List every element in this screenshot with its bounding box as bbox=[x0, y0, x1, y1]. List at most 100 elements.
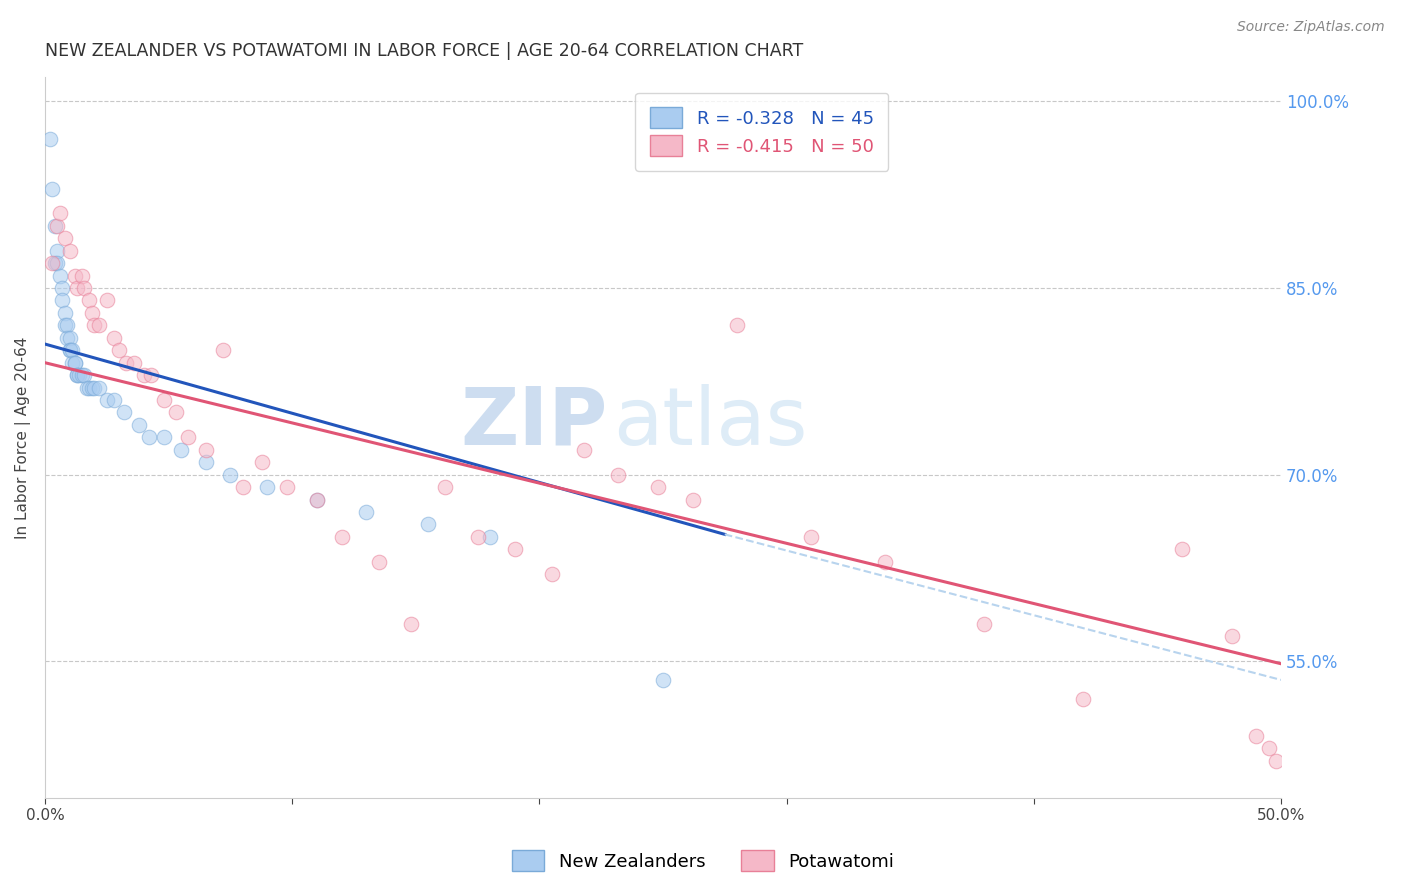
Point bbox=[66, 368, 89, 383]
Point bbox=[66, 281, 89, 295]
Point bbox=[1071, 691, 1094, 706]
Text: ZIP: ZIP bbox=[460, 384, 607, 462]
Point bbox=[60, 356, 83, 370]
Point bbox=[53, 306, 76, 320]
Point bbox=[128, 417, 150, 432]
Point bbox=[63, 356, 86, 370]
Point bbox=[83, 318, 105, 333]
Point bbox=[103, 331, 125, 345]
Legend: New Zealanders, Potawatomi: New Zealanders, Potawatomi bbox=[505, 843, 901, 879]
Point bbox=[59, 343, 82, 358]
Point bbox=[80, 306, 103, 320]
Point bbox=[51, 293, 73, 308]
Point bbox=[132, 368, 155, 383]
Point bbox=[59, 244, 82, 258]
Text: Source: ZipAtlas.com: Source: ZipAtlas.com bbox=[1237, 20, 1385, 34]
Point bbox=[73, 368, 96, 383]
Point bbox=[232, 480, 254, 494]
Point bbox=[212, 343, 235, 358]
Point bbox=[66, 368, 89, 383]
Point bbox=[56, 331, 79, 345]
Point bbox=[276, 480, 298, 494]
Point bbox=[682, 492, 704, 507]
Point bbox=[219, 467, 242, 482]
Point bbox=[305, 492, 328, 507]
Point bbox=[70, 268, 93, 283]
Point bbox=[79, 293, 101, 308]
Point bbox=[252, 455, 274, 469]
Point bbox=[59, 343, 82, 358]
Point bbox=[112, 405, 135, 419]
Point bbox=[1265, 754, 1288, 768]
Point bbox=[46, 256, 69, 270]
Point bbox=[89, 380, 111, 394]
Point bbox=[194, 442, 217, 457]
Point bbox=[503, 542, 526, 557]
Point bbox=[152, 430, 174, 444]
Point bbox=[48, 268, 70, 283]
Point bbox=[875, 555, 897, 569]
Point bbox=[44, 256, 66, 270]
Point bbox=[973, 616, 995, 631]
Point bbox=[330, 530, 353, 544]
Point bbox=[56, 318, 79, 333]
Point bbox=[89, 318, 111, 333]
Point bbox=[80, 380, 103, 394]
Point bbox=[79, 380, 101, 394]
Point bbox=[367, 555, 389, 569]
Legend: R = -0.328   N = 45, R = -0.415   N = 50: R = -0.328 N = 45, R = -0.415 N = 50 bbox=[636, 93, 889, 170]
Point bbox=[725, 318, 748, 333]
Point bbox=[165, 405, 187, 419]
Point bbox=[96, 293, 118, 308]
Point bbox=[63, 268, 86, 283]
Point bbox=[1220, 629, 1243, 643]
Point bbox=[1171, 542, 1194, 557]
Point bbox=[38, 132, 60, 146]
Point bbox=[41, 256, 63, 270]
Point bbox=[540, 567, 562, 582]
Point bbox=[467, 530, 489, 544]
Point bbox=[177, 430, 200, 444]
Point bbox=[141, 368, 163, 383]
Text: atlas: atlas bbox=[613, 384, 808, 462]
Point bbox=[73, 281, 96, 295]
Point bbox=[122, 356, 145, 370]
Text: NEW ZEALANDER VS POTAWATOMI IN LABOR FORCE | AGE 20-64 CORRELATION CHART: NEW ZEALANDER VS POTAWATOMI IN LABOR FOR… bbox=[45, 42, 803, 60]
Point bbox=[399, 616, 422, 631]
Point bbox=[647, 480, 669, 494]
Point bbox=[800, 530, 823, 544]
Point bbox=[108, 343, 131, 358]
Point bbox=[53, 318, 76, 333]
Point bbox=[76, 380, 98, 394]
Point bbox=[41, 181, 63, 195]
Point bbox=[434, 480, 457, 494]
Point bbox=[83, 380, 105, 394]
Point bbox=[70, 368, 93, 383]
Point bbox=[1244, 729, 1267, 743]
Point bbox=[1257, 741, 1279, 756]
Point bbox=[356, 505, 378, 519]
Point bbox=[63, 356, 86, 370]
Point bbox=[416, 517, 439, 532]
Point bbox=[96, 392, 118, 407]
Point bbox=[256, 480, 278, 494]
Point bbox=[60, 343, 83, 358]
Point bbox=[572, 442, 595, 457]
Point bbox=[138, 430, 160, 444]
Point bbox=[59, 331, 82, 345]
Point bbox=[48, 206, 70, 220]
Point bbox=[44, 219, 66, 233]
Point bbox=[46, 219, 69, 233]
Point bbox=[170, 442, 193, 457]
Point bbox=[53, 231, 76, 245]
Point bbox=[69, 368, 91, 383]
Point bbox=[115, 356, 138, 370]
Point bbox=[651, 673, 673, 687]
Point bbox=[46, 244, 69, 258]
Point bbox=[478, 530, 501, 544]
Point bbox=[305, 492, 328, 507]
Point bbox=[103, 392, 125, 407]
Point bbox=[51, 281, 73, 295]
Y-axis label: In Labor Force | Age 20-64: In Labor Force | Age 20-64 bbox=[15, 336, 31, 539]
Point bbox=[194, 455, 217, 469]
